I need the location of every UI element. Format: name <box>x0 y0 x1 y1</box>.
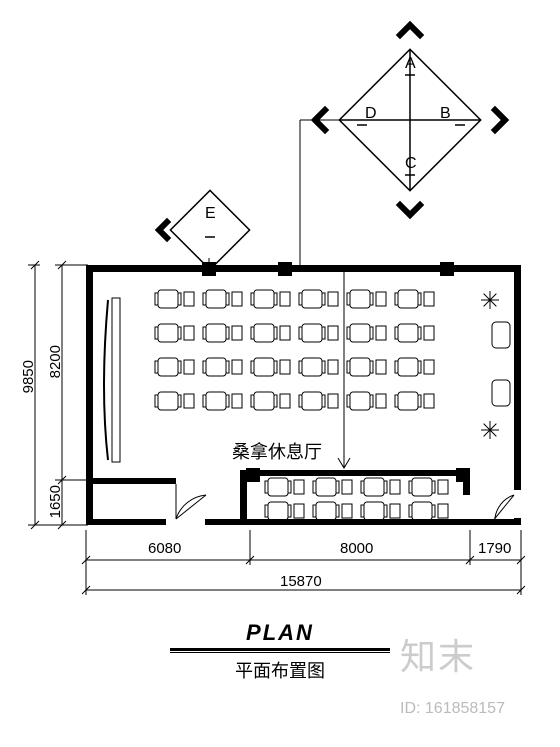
drawing-canvas: A B C D E <box>0 0 560 747</box>
dim-left-outer: 9850 <box>20 360 37 393</box>
plan-title-zh: 平面布置图 <box>170 657 390 683</box>
plan-title-en: PLAN <box>170 620 390 646</box>
dim-left-lower: 1650 <box>47 485 64 518</box>
dim-left-upper: 8200 <box>47 345 64 378</box>
dimension-lines <box>0 0 560 640</box>
dim-bottom-2: 8000 <box>340 540 373 557</box>
watermark: 知末 <box>400 628 476 680</box>
title-block: PLAN 平面布置图 <box>170 620 390 683</box>
dim-bottom-3: 1790 <box>478 540 511 557</box>
dim-bottom-total: 15870 <box>280 573 322 590</box>
dim-bottom-1: 6080 <box>148 540 181 557</box>
id-label: ID: 161858157 <box>400 700 505 718</box>
